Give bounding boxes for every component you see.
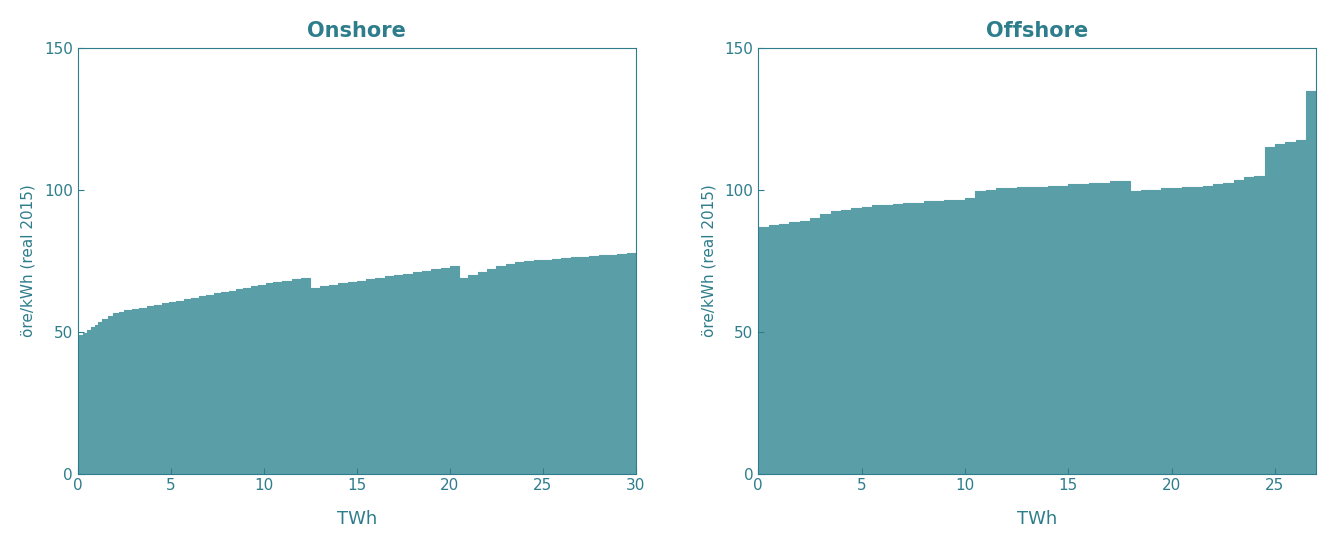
Title: Onshore: Onshore (308, 21, 406, 41)
Y-axis label: öre/kWh (real 2015): öre/kWh (real 2015) (701, 184, 717, 337)
X-axis label: TWh: TWh (337, 510, 377, 528)
Y-axis label: öre/kWh (real 2015): öre/kWh (real 2015) (21, 184, 36, 337)
Title: Offshore: Offshore (987, 21, 1088, 41)
X-axis label: TWh: TWh (1017, 510, 1058, 528)
